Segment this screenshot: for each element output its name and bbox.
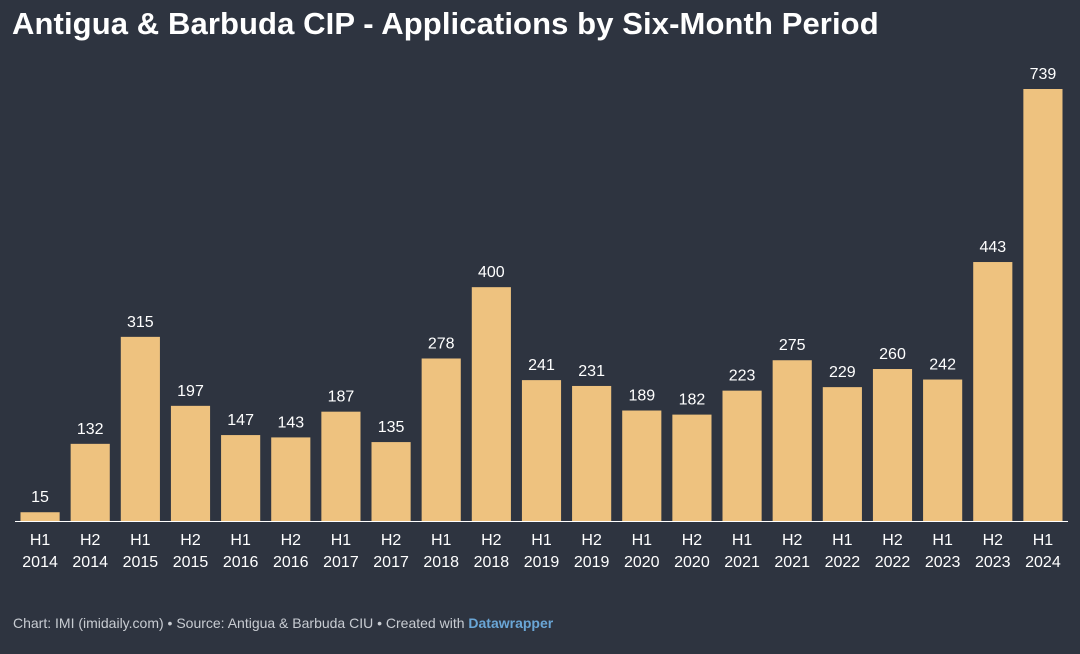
- bar-value-label: 739: [1030, 66, 1057, 83]
- bar-value-label: 15: [31, 489, 49, 506]
- bar-value-label: 231: [578, 363, 605, 380]
- bar-value-label: 223: [729, 368, 756, 385]
- x-tick-label-half: H2: [180, 532, 201, 549]
- x-tick-label-half: H2: [281, 532, 302, 549]
- bar-value-label: 147: [227, 412, 254, 429]
- footer-credit-text: Chart: IMI (imidaily.com) • Source: Anti…: [13, 615, 469, 631]
- bar-value-label: 278: [428, 335, 455, 352]
- bar-value-label: 400: [478, 264, 505, 281]
- bar-h1-2020: [622, 410, 662, 521]
- x-tick-label-half: H2: [481, 532, 502, 549]
- bar-h1-2014: [20, 512, 60, 521]
- x-tick-label-half: H1: [632, 532, 653, 549]
- bar-value-label: 182: [679, 392, 706, 409]
- x-tick-label-year: 2018: [423, 554, 459, 571]
- x-tick-label-half: H2: [882, 532, 903, 549]
- bar-value-label: 275: [779, 337, 806, 354]
- bar-value-label: 197: [177, 383, 204, 400]
- bar-h1-2024: [1023, 89, 1063, 521]
- x-tick-labels-group: H1 2014 H2 2014 H1 2015 H2 2015 H1 2016 H2 2016 H1 20…: [22, 532, 1061, 571]
- x-tick-label-year: 2015: [173, 554, 209, 571]
- bar-h1-2021: [722, 390, 762, 521]
- bar-h1-2022: [822, 387, 862, 521]
- chart-footer: Chart: IMI (imidaily.com) • Source: Anti…: [13, 615, 553, 631]
- x-tick-label-half: H1: [30, 532, 51, 549]
- x-tick-label-half: H1: [832, 532, 853, 549]
- bar-value-label: 135: [378, 419, 405, 436]
- bar-h2-2023: [973, 262, 1013, 521]
- x-tick-label-half: H1: [130, 532, 151, 549]
- bar-h2-2015: [170, 405, 211, 521]
- bar-h2-2016: [271, 437, 311, 521]
- bar-value-label: 241: [528, 357, 555, 374]
- x-tick-label-half: H1: [331, 532, 352, 549]
- datawrapper-link[interactable]: Datawrapper: [468, 615, 554, 631]
- value-labels-group: 15 132 315 197 147 143 187 135 278 400 241 231 189 18…: [31, 66, 1056, 506]
- x-tick-label-year: 2018: [474, 554, 510, 571]
- bar-h2-2022: [872, 369, 913, 521]
- bar-value-label: 443: [979, 239, 1006, 256]
- bar-h2-2018: [471, 287, 511, 521]
- x-tick-label-year: 2022: [875, 554, 911, 571]
- bar-h1-2019: [521, 380, 562, 521]
- x-tick-label-year: 2014: [72, 554, 108, 571]
- x-tick-label-year: 2016: [223, 554, 259, 571]
- bar-value-label: 315: [127, 314, 154, 331]
- bars-group: [20, 89, 1063, 521]
- x-tick-label-year: 2020: [624, 554, 660, 571]
- x-tick-label-year: 2017: [373, 554, 409, 571]
- x-tick-label-half: H1: [230, 532, 251, 549]
- bar-h2-2019: [572, 385, 612, 521]
- x-tick-label-year: 2020: [674, 554, 710, 571]
- x-tick-label-half: H1: [531, 532, 552, 549]
- bar-h1-2023: [923, 379, 963, 521]
- x-tick-label-year: 2015: [123, 554, 159, 571]
- x-tick-label-half: H1: [431, 532, 452, 549]
- x-tick-label-year: 2016: [273, 554, 309, 571]
- x-tick-label-half: H2: [682, 532, 703, 549]
- x-tick-label-year: 2014: [22, 554, 58, 571]
- x-tick-label-half: H2: [983, 532, 1004, 549]
- bar-h2-2017: [371, 442, 411, 521]
- x-tick-label-half: H2: [782, 532, 803, 549]
- bar-value-label: 189: [628, 388, 655, 405]
- bar-value-label: 143: [277, 414, 304, 431]
- x-tick-label-year: 2017: [323, 554, 359, 571]
- bar-h2-2020: [672, 414, 712, 521]
- x-tick-label-half: H1: [932, 532, 953, 549]
- x-tick-label-year: 2019: [574, 554, 610, 571]
- bar-h1-2018: [421, 358, 461, 521]
- bar-h1-2015: [120, 336, 160, 521]
- bar-h1-2017: [321, 411, 361, 521]
- x-tick-label-year: 2023: [975, 554, 1011, 571]
- x-tick-label-half: H1: [732, 532, 753, 549]
- x-tick-label-year: 2021: [724, 554, 760, 571]
- bar-value-label: 187: [328, 389, 355, 406]
- x-tick-label-half: H2: [80, 532, 101, 549]
- bar-value-label: 229: [829, 364, 856, 381]
- bar-value-label: 242: [929, 357, 956, 374]
- x-tick-label-year: 2022: [825, 554, 861, 571]
- bar-value-label: 132: [77, 421, 104, 438]
- x-tick-label-year: 2023: [925, 554, 961, 571]
- chart-title: Antigua & Barbuda CIP - Applications by …: [12, 6, 879, 41]
- bar-value-label: 260: [879, 346, 906, 363]
- x-tick-label-half: H1: [1033, 532, 1054, 549]
- bar-h1-2016: [221, 435, 261, 521]
- x-tick-label-half: H2: [381, 532, 402, 549]
- bar-h2-2021: [772, 360, 812, 521]
- bar-h2-2014: [70, 443, 110, 521]
- x-tick-label-year: 2021: [774, 554, 810, 571]
- x-tick-label-year: 2024: [1025, 554, 1061, 571]
- x-tick-label-half: H2: [581, 532, 602, 549]
- x-tick-label-year: 2019: [524, 554, 560, 571]
